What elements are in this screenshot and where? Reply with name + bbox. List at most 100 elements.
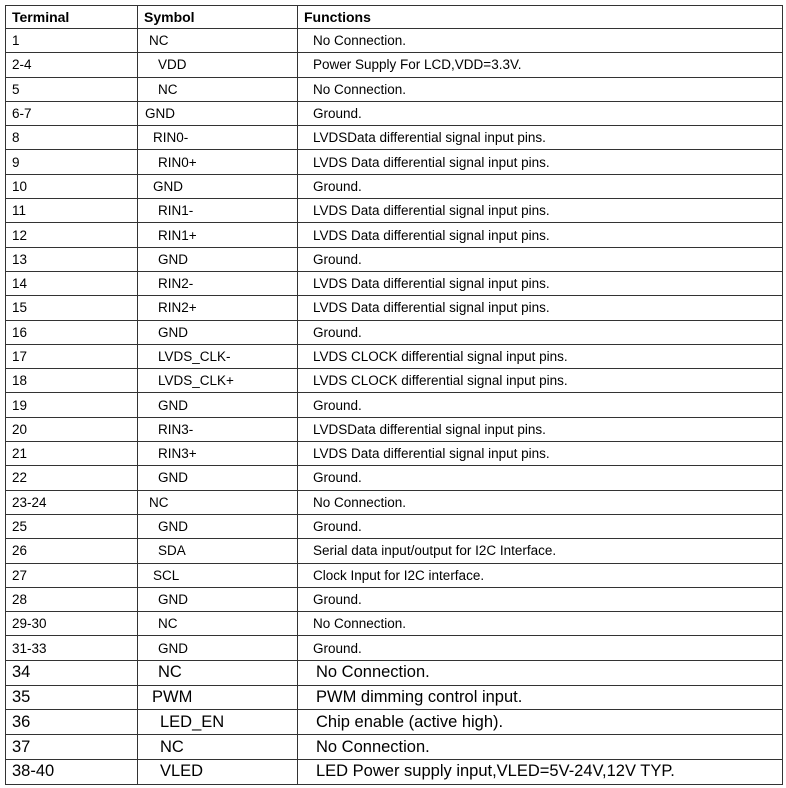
terminal-cell: 38-40 — [5, 758, 138, 785]
table-row: 38-40 VLED LED Power supply input,VLED=5V-… — [5, 758, 783, 785]
function-cell: LVDS CLOCK differential signal input pin… — [297, 368, 783, 394]
table-row: 34 NC No Connection. — [5, 659, 783, 686]
function-cell: Ground. — [297, 465, 783, 491]
terminal-cell: 26 — [5, 538, 138, 564]
symbol-cell: RIN2+ — [137, 295, 298, 321]
function-cell: No Connection. — [297, 489, 783, 515]
symbol-cell: RIN1- — [137, 198, 298, 224]
header-terminal: Terminal — [5, 5, 138, 29]
function-cell: Power Supply For LCD,VDD=3.3V. — [297, 52, 783, 78]
terminal-cell: 19 — [5, 392, 138, 418]
terminal-cell: 34 — [5, 659, 138, 686]
function-cell: Ground. — [297, 392, 783, 418]
symbol-cell: GND — [137, 586, 298, 613]
table-row: 8 RIN0- LVDSData differential signal input… — [5, 125, 783, 151]
pin-definition-table: Terminal Symbol Functions 1 NC No Connecti… — [5, 5, 783, 785]
terminal-cell: 20 — [5, 416, 138, 443]
table-row: 9 RIN0+ LVDS Data differential signal inpu… — [5, 149, 783, 175]
table-row: 23-24 NC No Connection. — [5, 489, 783, 515]
symbol-cell: SDA — [137, 538, 298, 564]
table-row: 18 LVDS_CLK+ LVDS CLOCK differential signa… — [5, 368, 783, 394]
symbol-cell: LVDS_CLK+ — [137, 368, 298, 394]
function-cell: Ground. — [297, 246, 783, 272]
function-cell: LVDS CLOCK differential signal input pin… — [297, 343, 783, 370]
symbol-cell: NC — [137, 27, 298, 54]
table-row: 15 RIN2+ LVDS Data differential signal inp… — [5, 295, 783, 321]
symbol-cell: GND — [137, 635, 298, 661]
symbol-cell: VLED — [137, 758, 298, 785]
function-cell: LVDS Data differential signal input pins… — [297, 222, 783, 248]
terminal-cell: 27 — [5, 562, 138, 588]
function-cell: Ground. — [297, 513, 783, 540]
table-row: 19 GND Ground. — [5, 392, 783, 418]
table-row: 1 NC No Connection. — [5, 27, 783, 54]
table-row: 11 RIN1- LVDS Data differential signal inp… — [5, 198, 783, 224]
symbol-cell: LED_EN — [137, 709, 298, 736]
terminal-cell: 17 — [5, 343, 138, 370]
terminal-cell: 23-24 — [5, 489, 138, 515]
terminal-cell: 22 — [5, 465, 138, 491]
table-row: 20 RIN3- LVDSData differential signal inpu… — [5, 416, 783, 443]
table-body: 1 NC No Connection. 2-4 VDD Power Supply For … — [5, 27, 783, 785]
symbol-cell: GND — [137, 513, 298, 540]
table-row: 5 NC No Connection. — [5, 76, 783, 102]
function-cell: No Connection. — [297, 27, 783, 54]
terminal-cell: 10 — [5, 173, 138, 200]
table-row: 28 GND Ground. — [5, 586, 783, 613]
symbol-cell: LVDS_CLK- — [137, 343, 298, 370]
table-row: 37 NC No Connection. — [5, 734, 783, 760]
terminal-cell: 18 — [5, 368, 138, 394]
function-cell: No Connection. — [297, 734, 783, 760]
symbol-cell: RIN3+ — [137, 441, 298, 467]
symbol-cell: GND — [137, 465, 298, 491]
terminal-cell: 35 — [5, 684, 138, 711]
table-row: 35 PWM PWM dimming control input. — [5, 684, 783, 711]
symbol-cell: RIN0- — [137, 125, 298, 151]
table-row: 21 RIN3+ LVDS Data differential signal inp… — [5, 441, 783, 467]
function-cell: Chip enable (active high). — [297, 709, 783, 736]
table-row: 13 GND Ground. — [5, 246, 783, 272]
symbol-cell: NC — [137, 734, 298, 760]
table-row: 6-7 GND Ground. — [5, 100, 783, 127]
header-symbol: Symbol — [137, 5, 298, 29]
table-row: 12 RIN1+ LVDS Data differential signal inp… — [5, 222, 783, 248]
table-row: 27 SCL Clock Input for I2C interface. — [5, 562, 783, 588]
function-cell: Ground. — [297, 100, 783, 127]
table-row: 10 GND Ground. — [5, 173, 783, 200]
table-row: 17 LVDS_CLK- LVDS CLOCK differential signa… — [5, 343, 783, 370]
terminal-cell: 29-30 — [5, 611, 138, 637]
function-cell: LVDS Data differential signal input pins… — [297, 198, 783, 224]
terminal-cell: 36 — [5, 709, 138, 736]
table-row: 31-33 GND Ground. — [5, 635, 783, 661]
terminal-cell: 1 — [5, 27, 138, 54]
function-cell: Ground. — [297, 635, 783, 661]
symbol-cell: NC — [137, 659, 298, 686]
function-cell: No Connection. — [297, 76, 783, 102]
function-cell: No Connection. — [297, 611, 783, 637]
symbol-cell: RIN3- — [137, 416, 298, 443]
symbol-cell: GND — [137, 100, 298, 127]
function-cell: LVDS Data differential signal input pins… — [297, 149, 783, 175]
table-row: 29-30 NC No Connection. — [5, 611, 783, 637]
terminal-cell: 28 — [5, 586, 138, 613]
terminal-cell: 6-7 — [5, 100, 138, 127]
table-row: 22 GND Ground. — [5, 465, 783, 491]
terminal-cell: 31-33 — [5, 635, 138, 661]
symbol-cell: NC — [137, 611, 298, 637]
table-row: 14 RIN2- LVDS Data differential signal inp… — [5, 270, 783, 297]
function-cell: LVDSData differential signal input pins. — [297, 416, 783, 443]
symbol-cell: VDD — [137, 52, 298, 78]
terminal-cell: 5 — [5, 76, 138, 102]
function-cell: Ground. — [297, 586, 783, 613]
function-cell: LVDS Data differential signal input pins… — [297, 295, 783, 321]
symbol-cell: RIN2- — [137, 270, 298, 297]
table-row: 25 GND Ground. — [5, 513, 783, 540]
function-cell: Ground. — [297, 173, 783, 200]
function-cell: LED Power supply input,VLED=5V-24V,12V T… — [297, 758, 783, 785]
symbol-cell: GND — [137, 392, 298, 418]
symbol-cell: PWM — [137, 684, 298, 711]
symbol-cell: NC — [137, 489, 298, 515]
table-row: 2-4 VDD Power Supply For LCD,VDD=3.3V. — [5, 52, 783, 78]
terminal-cell: 9 — [5, 149, 138, 175]
symbol-cell: GND — [137, 246, 298, 272]
